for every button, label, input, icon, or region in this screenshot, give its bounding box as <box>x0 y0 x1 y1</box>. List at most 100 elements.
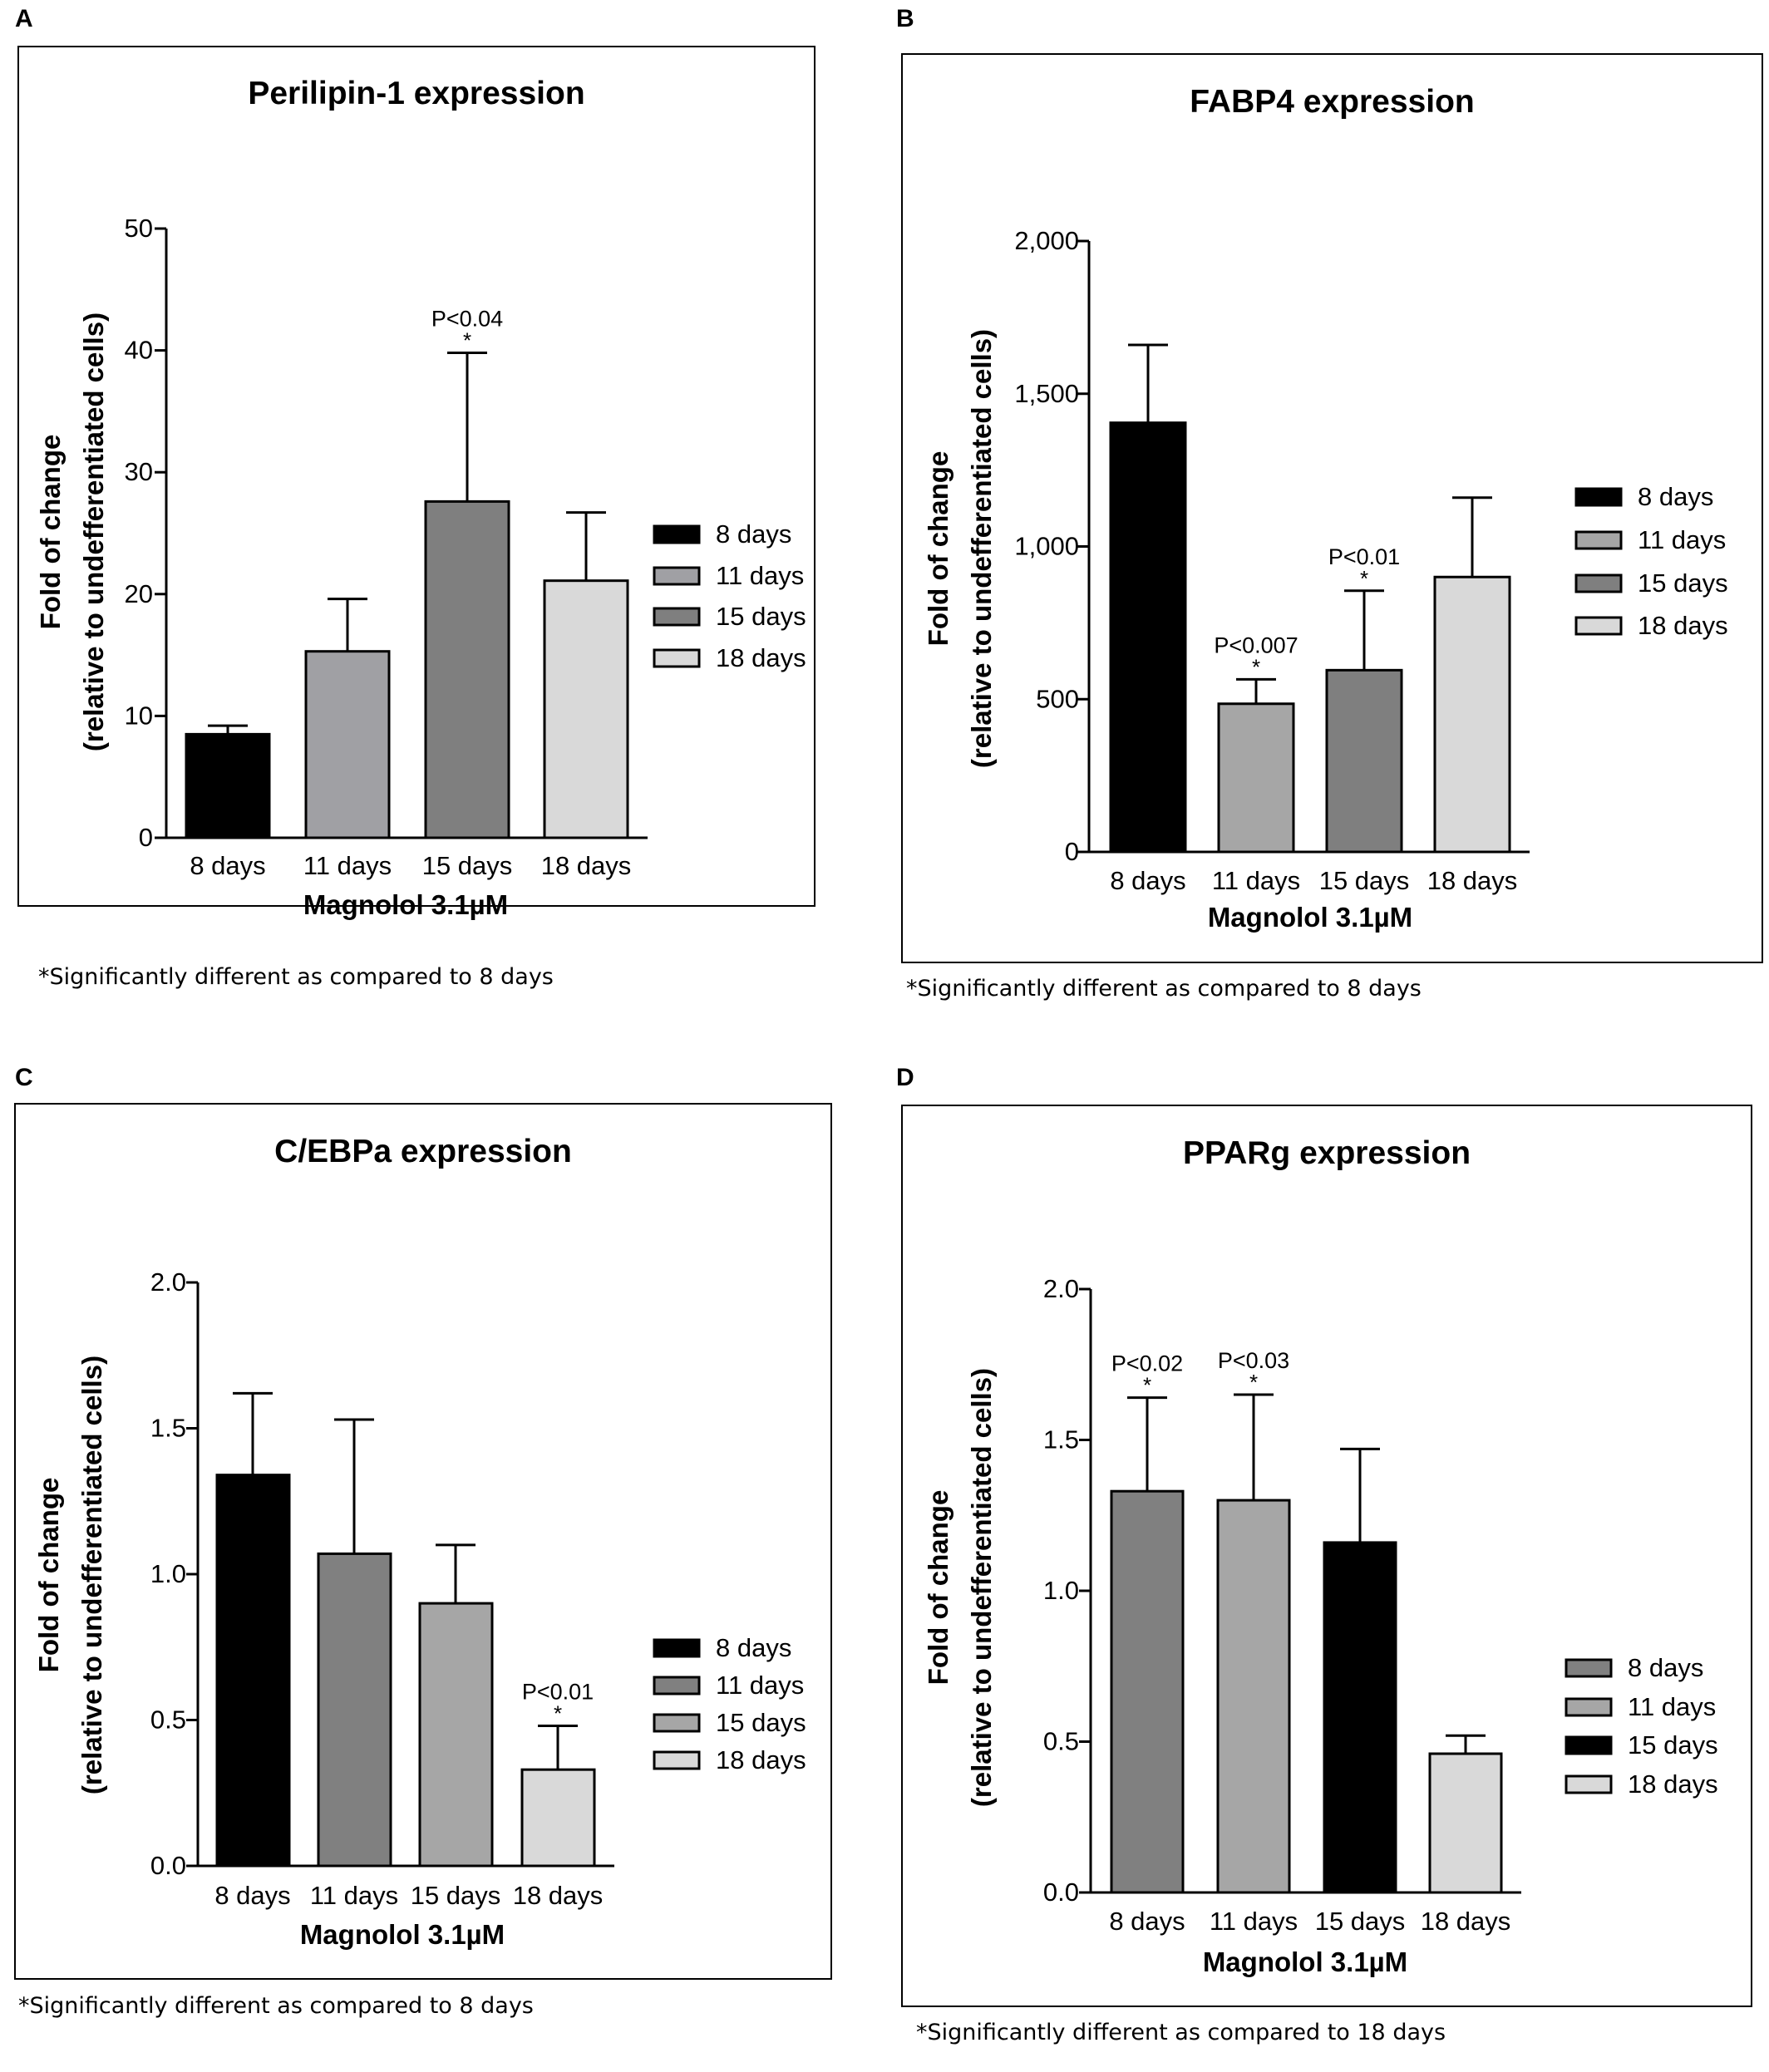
bar <box>543 579 629 839</box>
legend-swatch <box>653 566 701 586</box>
chart-panel-b: FABP4 expression 0 500 1,000 1,500 2,000 Fold … <box>901 53 1763 963</box>
bar <box>215 1474 291 1868</box>
legend-swatch <box>653 1638 701 1658</box>
x-tick-label: 18 days <box>1427 866 1518 895</box>
x-tick-label: 11 days <box>303 851 392 880</box>
legend-swatch <box>1574 573 1623 593</box>
significance-star: * <box>1360 566 1368 591</box>
legend-swatch <box>1565 1658 1613 1678</box>
legend-swatch <box>653 648 701 668</box>
y-tick-label: 1.5 <box>1043 1425 1079 1454</box>
legend-label: 8 days <box>1638 482 1713 511</box>
bar <box>1110 1489 1185 1894</box>
legend-swatch <box>1574 530 1623 550</box>
legend-swatch <box>1574 616 1623 636</box>
panel-frame <box>901 53 1763 963</box>
x-axis-title: Magnolol 3.1µM <box>1208 902 1412 933</box>
x-tick-label: 8 days <box>1109 1907 1185 1936</box>
y-tick-label: 0.5 <box>150 1705 186 1735</box>
p-value-annotation: P<0.01 <box>1328 544 1400 569</box>
bar <box>1428 1752 1503 1894</box>
legend-label: 8 days <box>716 519 791 549</box>
y-tick-label: 2.0 <box>1043 1274 1079 1303</box>
y-tick-label: 500 <box>1036 684 1079 713</box>
y-tick-label: 1.0 <box>1043 1576 1079 1605</box>
legend-label: 8 days <box>716 1633 791 1662</box>
bar <box>424 500 510 839</box>
chart-title: FABP4 expression <box>1190 84 1474 120</box>
y-tick-label: 0.0 <box>1043 1878 1079 1907</box>
legend-swatch <box>1565 1774 1613 1794</box>
p-value-annotation: P<0.02 <box>1111 1351 1183 1376</box>
bar <box>1433 575 1511 854</box>
legend-label: 18 days <box>716 1745 806 1774</box>
y-axis-title: Fold of change <box>923 1490 953 1686</box>
legend-swatch <box>653 1750 701 1770</box>
chart-panel-a: Perilipin-1 expression 0 10 20 30 40 50 Fold of… <box>17 46 816 920</box>
p-value-annotation: P<0.03 <box>1218 1348 1289 1373</box>
legend-label: 11 days <box>1628 1692 1716 1721</box>
p-value-annotation: P<0.007 <box>1214 632 1298 657</box>
legend-label: 15 days <box>1628 1730 1718 1759</box>
x-tick-label: 15 days <box>422 851 513 880</box>
y-axis-subtitle: (relative to undefferentiated cells) <box>966 1368 997 1807</box>
y-axis-subtitle: (relative to undefferentiated cells) <box>76 1356 107 1794</box>
panel-letter-c: C <box>15 1064 33 1091</box>
significance-star: * <box>1143 1373 1151 1398</box>
p-value-annotation: P<0.01 <box>522 1680 594 1705</box>
legend-swatch <box>653 1713 701 1733</box>
x-tick-label: 8 days <box>190 851 265 880</box>
legend: 8 days 11 days 15 days 18 days <box>1565 1653 1718 1799</box>
legend-label: 18 days <box>1638 611 1728 640</box>
panel-frame <box>14 1103 832 1980</box>
y-tick-label: 10 <box>125 701 153 730</box>
bar <box>418 1602 494 1868</box>
chart-title: Perilipin-1 expression <box>248 76 584 111</box>
y-axis-title: Fold of change <box>33 1478 64 1673</box>
x-tick-label: 8 days <box>214 1881 290 1910</box>
bar <box>185 732 271 839</box>
x-tick-label: 18 days <box>541 851 632 880</box>
footnote-d: *Significantly different as compared to … <box>916 2020 1446 2045</box>
panel-frame <box>901 1105 1752 2007</box>
p-value-annotation: P<0.04 <box>431 307 503 332</box>
significance-star: * <box>1252 654 1260 679</box>
panel-letter-b: B <box>896 5 914 32</box>
y-tick-label: 20 <box>125 579 153 608</box>
x-tick-label: 15 days <box>411 1881 501 1910</box>
x-tick-label: 15 days <box>1315 1907 1406 1936</box>
legend: 8 days 11 days 15 days 18 days <box>653 519 806 672</box>
y-axis-title: Fold of change <box>923 451 953 647</box>
legend-label: 15 days <box>716 1708 806 1737</box>
y-tick-label: 1,000 <box>1014 532 1079 561</box>
y-tick-label: 1,500 <box>1014 379 1079 408</box>
chart-panel-c: C/EBPa expression 0.0 0.5 1.0 1.5 2.0 Fold of … <box>14 1103 832 1980</box>
y-tick-label: 0.0 <box>150 1851 186 1880</box>
x-tick-label: 15 days <box>1319 866 1410 895</box>
x-tick-label: 11 days <box>310 1881 398 1910</box>
legend-label: 15 days <box>1638 568 1728 598</box>
x-tick-label: 18 days <box>1421 1907 1511 1936</box>
bar <box>520 1768 596 1868</box>
footnote-b: *Significantly different as compared to … <box>906 976 1422 1002</box>
x-axis-title: Magnolol 3.1µM <box>303 889 508 920</box>
x-tick-label: 11 days <box>1212 866 1300 895</box>
significance-star: * <box>463 328 471 353</box>
legend-label: 18 days <box>716 643 806 672</box>
bar <box>317 1552 392 1868</box>
x-tick-label: 18 days <box>513 1881 604 1910</box>
bar <box>304 650 391 839</box>
panel-letter-a: A <box>15 5 33 32</box>
legend-swatch <box>653 524 701 544</box>
y-tick-label: 0 <box>1065 837 1079 866</box>
legend-label: 8 days <box>1628 1653 1703 1682</box>
legend-label: 15 days <box>716 602 806 631</box>
chart-panel-d: PPARg expression 0.0 0.5 1.0 1.5 2.0 Fold of c… <box>901 1105 1752 2007</box>
chart-title: C/EBPa expression <box>274 1134 572 1169</box>
legend-swatch <box>653 607 701 627</box>
x-tick-label: 11 days <box>1210 1907 1298 1936</box>
significance-star: * <box>554 1701 562 1726</box>
x-axis-title: Magnolol 3.1µM <box>1203 1946 1407 1977</box>
legend-swatch <box>653 1676 701 1695</box>
